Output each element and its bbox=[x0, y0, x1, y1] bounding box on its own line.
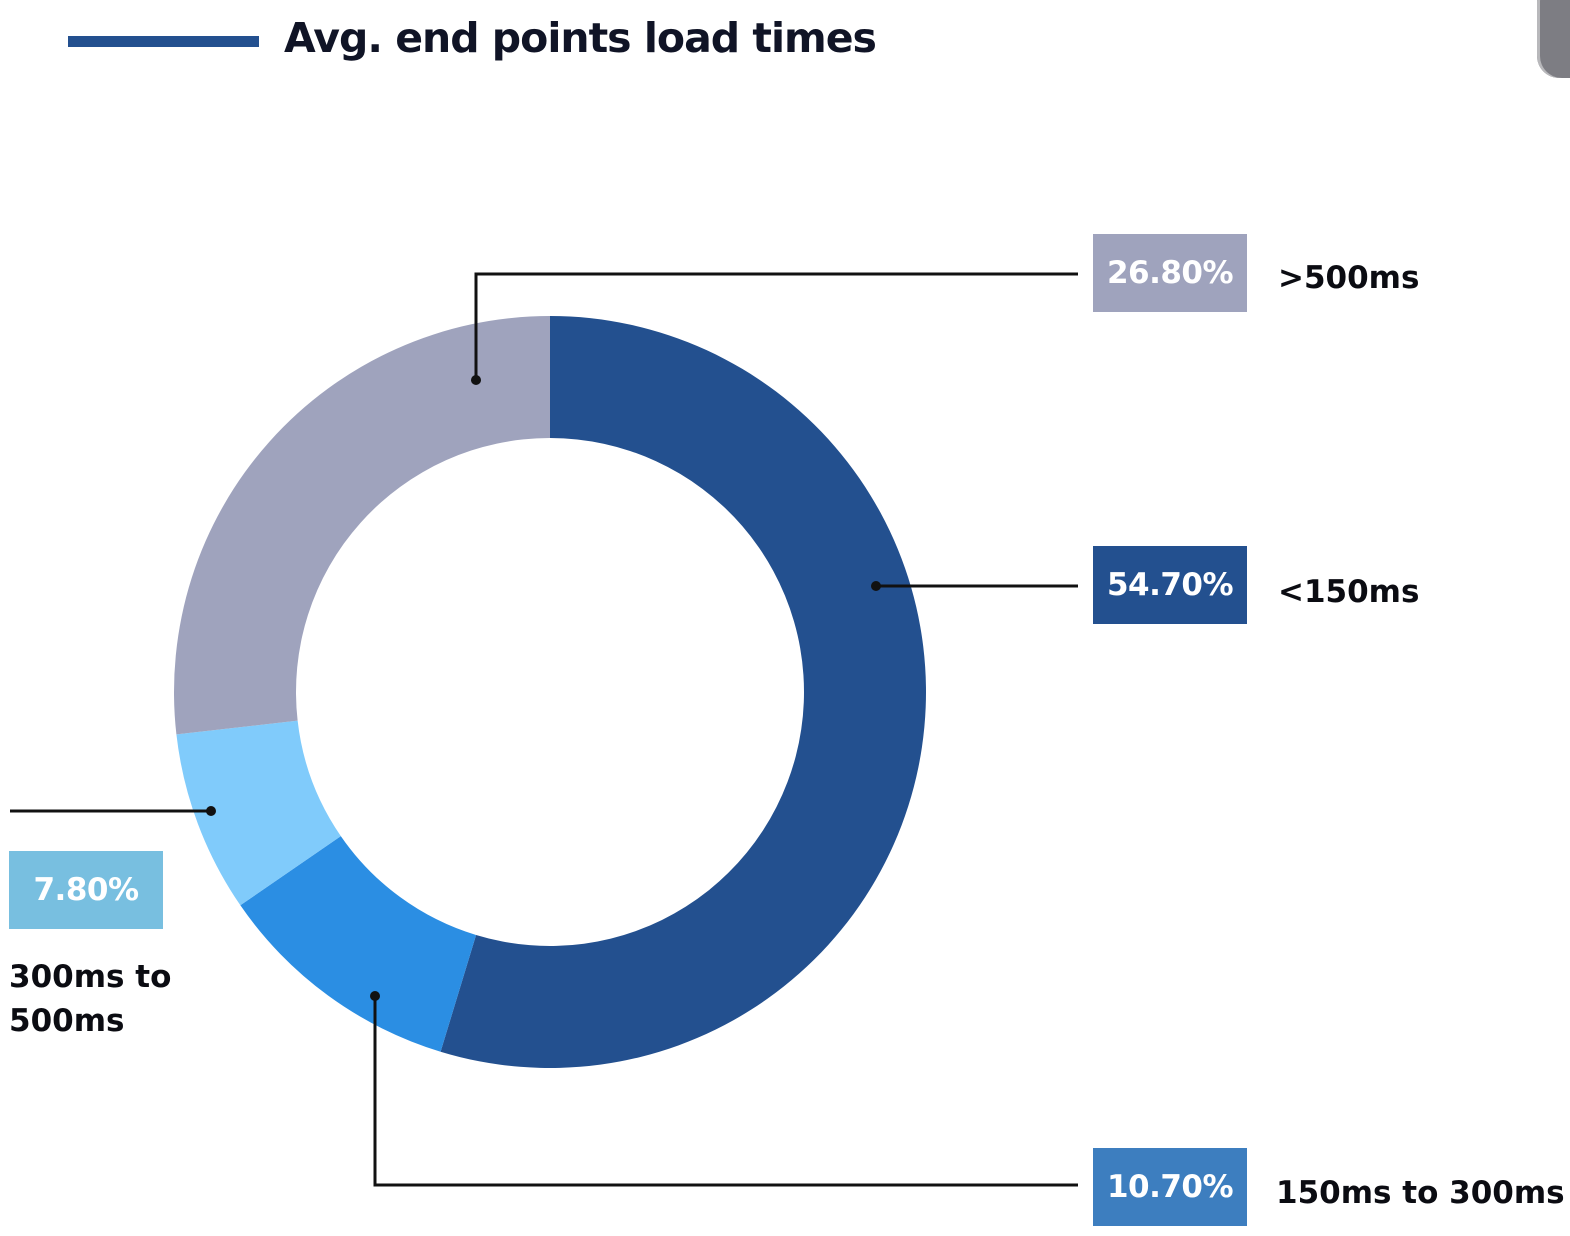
label-300-500ms: 300ms to 500ms bbox=[9, 959, 172, 1039]
slice-150-300ms bbox=[240, 836, 477, 1052]
percent-box-under-150ms: 54.70% bbox=[1093, 546, 1247, 624]
title-legend-bar bbox=[68, 36, 259, 47]
chart-title: Avg. end points load times bbox=[284, 14, 877, 62]
leader-line-under-150ms-dot bbox=[871, 581, 881, 591]
label-150-300ms: 150ms to 300ms bbox=[1276, 1175, 1565, 1211]
leader-line-150-300ms bbox=[373, 996, 1078, 1187]
window-corner-decoration bbox=[1537, 0, 1570, 78]
leader-line-over-500ms bbox=[474, 272, 1078, 380]
slice-under-150ms bbox=[440, 316, 927, 1068]
leader-line-300-500ms-dot bbox=[206, 806, 216, 816]
label-under-150ms: <150ms bbox=[1278, 574, 1420, 610]
label-over-500ms: >500ms bbox=[1278, 260, 1420, 296]
percent-box-over-500ms: 26.80% bbox=[1093, 234, 1247, 312]
leader-line-over-500ms-dot bbox=[471, 375, 481, 385]
percent-box-150-300ms: 10.70% bbox=[1093, 1148, 1247, 1226]
leader-line-150-300ms-dot bbox=[370, 991, 380, 1001]
percent-box-300-500ms: 7.80% bbox=[9, 851, 163, 929]
slice-over-500ms bbox=[174, 316, 550, 735]
slice-300-500ms bbox=[176, 720, 341, 906]
